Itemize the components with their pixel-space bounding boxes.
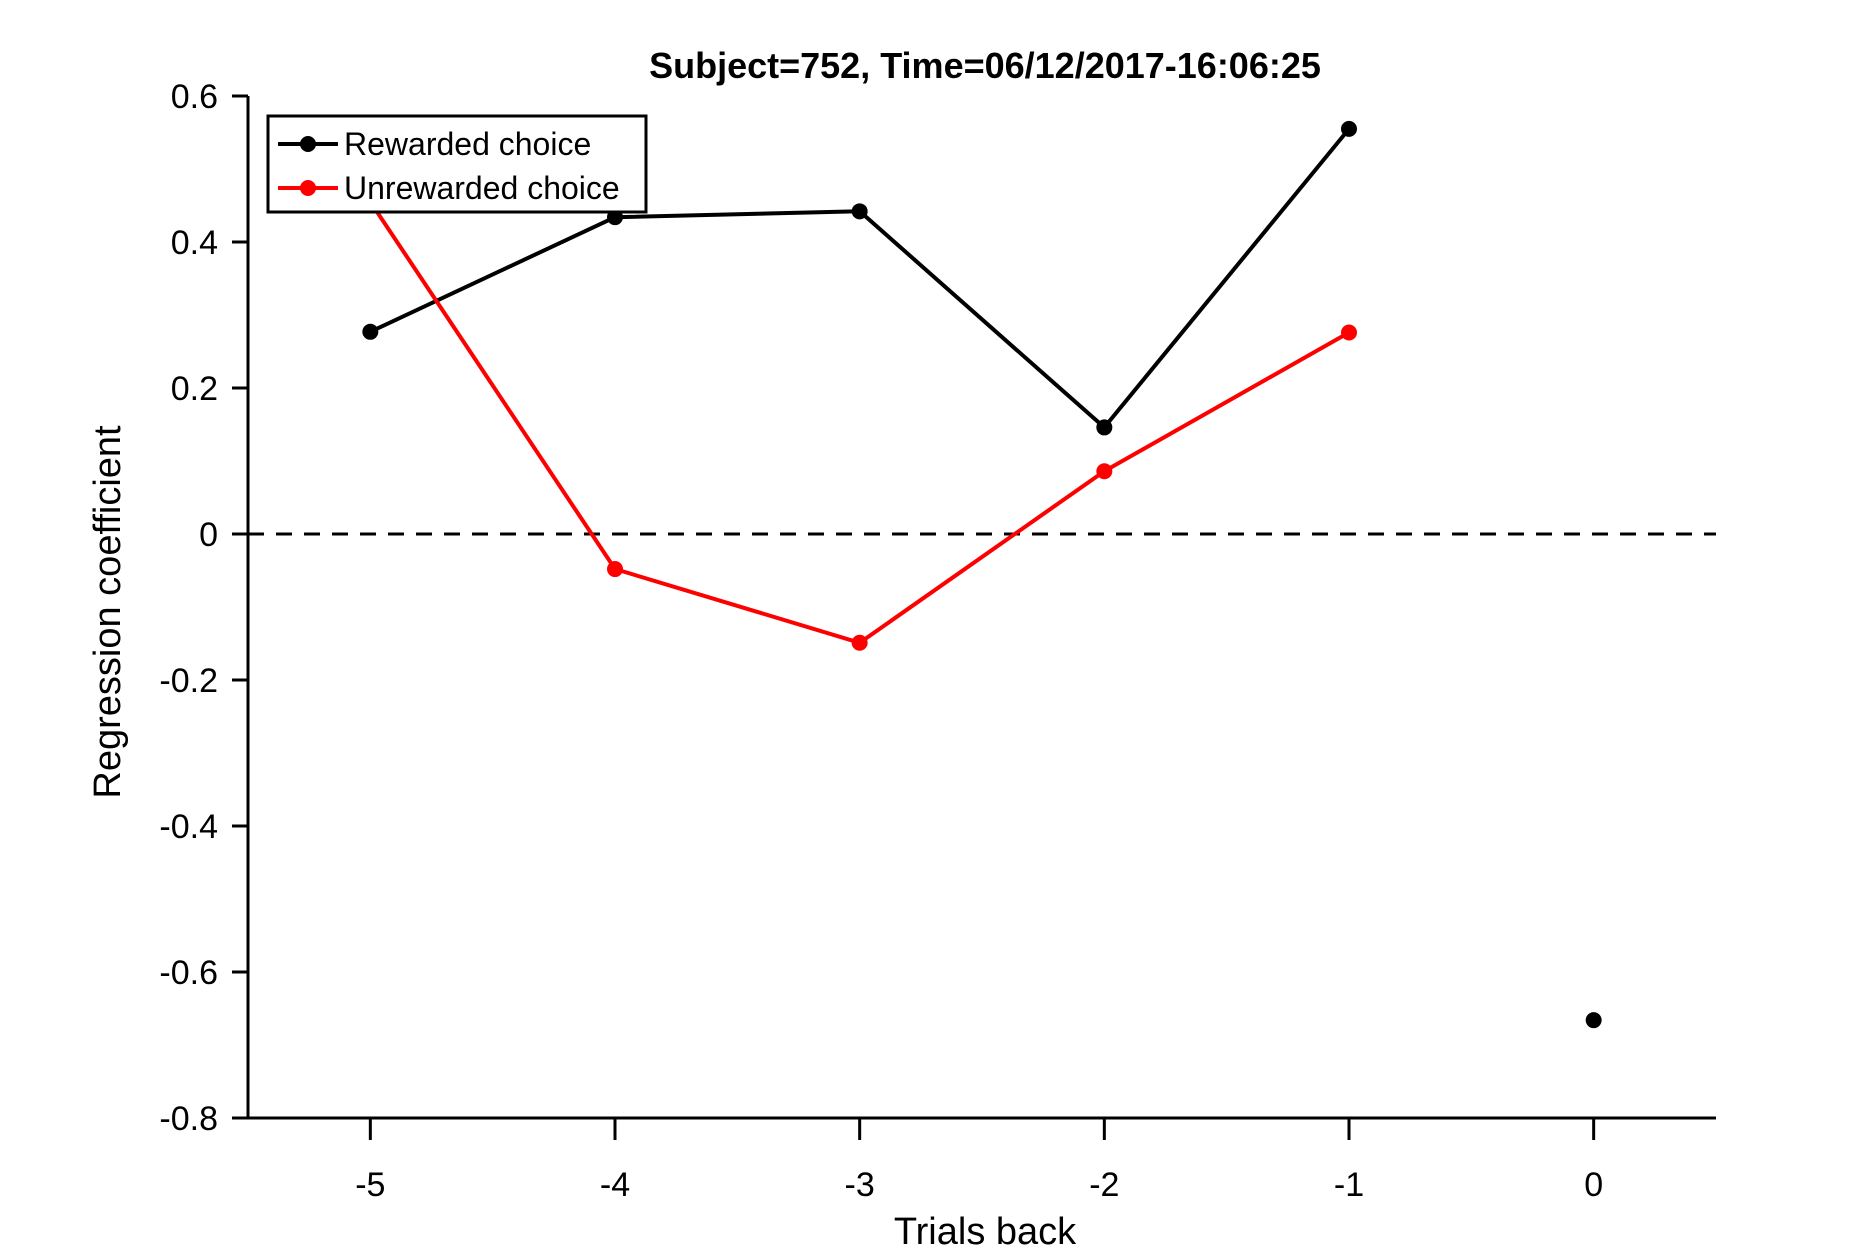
y-tick-label: -0.4 xyxy=(159,808,218,846)
data-point-trial-0 xyxy=(1585,1012,1602,1029)
y-tick-label: 0.6 xyxy=(171,78,218,116)
legend-marker-rewarded-choice xyxy=(300,136,316,152)
y-tick-label: 0.4 xyxy=(171,224,218,262)
x-tick-label: -1 xyxy=(1334,1166,1364,1204)
y-axis-label: Regression coefficient xyxy=(87,425,129,799)
chart-title: Subject=752, Time=06/12/2017-16:06:25 xyxy=(649,45,1321,86)
data-point-unrewarded-choice xyxy=(1096,463,1113,480)
data-point-unrewarded-choice xyxy=(1341,324,1357,341)
x-axis-label: Trials back xyxy=(894,1211,1077,1250)
y-tick-label: -0.2 xyxy=(159,662,218,700)
y-tick-label: 0.2 xyxy=(171,370,218,408)
x-tick-label: -4 xyxy=(600,1166,630,1204)
series-line-unrewarded-choice xyxy=(368,200,1350,645)
data-point-rewarded-choice xyxy=(1096,419,1113,436)
y-tick-label: 0 xyxy=(199,516,218,554)
y-tick-label: -0.6 xyxy=(159,954,218,992)
x-tick-label: -3 xyxy=(845,1166,875,1204)
legend-marker-unrewarded-choice xyxy=(300,180,316,196)
data-point-rewarded-choice xyxy=(851,203,868,220)
plot-area xyxy=(248,120,1716,1029)
axes: -0.8 -0.6 -0.4 -0.2 0 0.2 0.4 0.6 -5 -4 -3 -2 -1 0 xyxy=(159,78,1716,1204)
x-tick-label: -5 xyxy=(355,1166,385,1204)
x-tick-label: 0 xyxy=(1584,1166,1603,1204)
data-point-unrewarded-choice xyxy=(607,561,623,578)
legend: Rewarded choice Unrewarded choice xyxy=(266,114,648,214)
data-point-unrewarded-choice xyxy=(851,634,868,651)
legend-label-rewarded-choice: Rewarded choice xyxy=(344,126,591,162)
legend-box xyxy=(266,114,648,214)
y-tick-label: -0.8 xyxy=(159,1100,218,1138)
data-point-rewarded-choice xyxy=(1341,120,1357,137)
x-tick-label: -2 xyxy=(1089,1166,1119,1204)
data-point-rewarded-choice xyxy=(362,323,379,340)
legend-label-unrewarded-choice: Unrewarded choice xyxy=(344,170,620,206)
